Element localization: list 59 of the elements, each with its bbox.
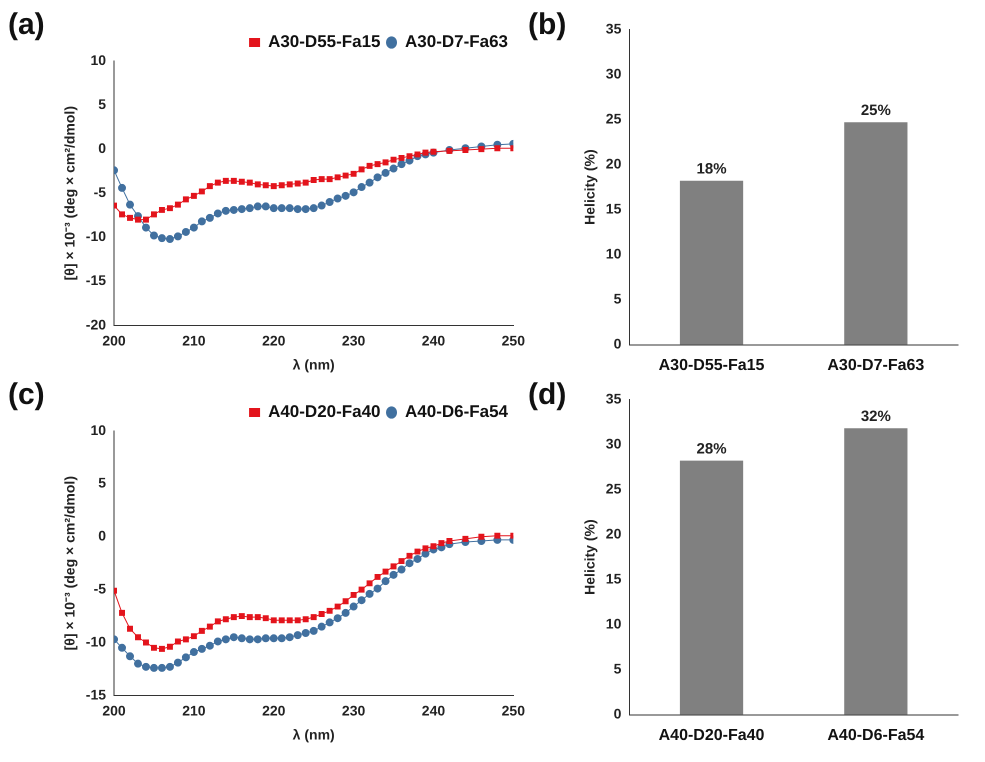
y-tick-label: 5 [98, 474, 106, 491]
chart-title: (a) [8, 8, 45, 42]
y-tick-label: 35 [606, 390, 622, 406]
data-label: 32% [860, 408, 891, 425]
y-tick-label: -15 [86, 686, 106, 702]
y-tick-label: -20 [86, 316, 106, 332]
x-tick-label: 200 [102, 332, 126, 349]
y-tick-label: 10 [90, 52, 106, 68]
data-label: 18% [696, 160, 727, 178]
x-tick-label: 240 [422, 702, 446, 719]
y-tick-label: 15 [606, 200, 622, 216]
y-tick-label: 5 [614, 660, 622, 677]
y-tick-label: 0 [614, 706, 622, 722]
legend-label: A40-D20-Fa40 [268, 402, 381, 422]
y-tick-label: 5 [98, 96, 106, 112]
legend-label: A30-D7-Fa63 [405, 32, 508, 52]
y-tick-label: 10 [606, 246, 622, 262]
data-label: 25% [860, 102, 891, 119]
chart-title: (d) [528, 378, 566, 412]
y-tick-label: -10 [86, 228, 106, 244]
y-tick-label: 30 [606, 435, 622, 452]
y-tick-label: -10 [86, 633, 106, 650]
y-axis-title: Helicity (%) [581, 519, 598, 595]
y-tick-label: 15 [606, 570, 622, 586]
y-axis-title: [θ] × 10⁻³ (deg × cm²/dmol) [61, 476, 78, 650]
legend-label: A40-D6-Fa54 [405, 402, 509, 422]
y-tick-label: 10 [606, 616, 622, 632]
y-tick-label: -5 [94, 580, 106, 596]
y-tick-label: 10 [90, 422, 106, 438]
x-tick-label: 250 [502, 702, 526, 719]
y-tick-label: 0 [614, 336, 622, 352]
y-tick-label: 35 [606, 20, 622, 36]
y-tick-label: 0 [98, 140, 106, 156]
x-tick-label: 210 [182, 702, 206, 719]
y-tick-label: 5 [614, 290, 622, 307]
y-tick-label: 0 [98, 528, 106, 544]
x-tick-label: 240 [422, 332, 446, 349]
y-tick-label: 25 [606, 110, 622, 126]
chart-title: (c) [8, 378, 45, 412]
x-tick-label: 250 [502, 332, 526, 349]
y-tick-label: 25 [606, 480, 622, 496]
x-axis-title: λ (nm) [292, 726, 335, 742]
x-tick-label: 220 [262, 702, 286, 719]
y-tick-label: 20 [606, 155, 622, 172]
x-tick-label: 230 [342, 332, 366, 349]
y-tick-label: -5 [94, 184, 106, 200]
data-label: 28% [696, 440, 727, 458]
y-axis-title: Helicity (%) [581, 149, 598, 225]
x-axis-title: λ (nm) [292, 356, 335, 372]
y-tick-label: 30 [606, 65, 622, 82]
x-tick-label: 220 [262, 332, 286, 349]
chart-title: (b) [528, 8, 566, 42]
x-tick-label: 210 [182, 332, 206, 349]
y-axis-title: [θ] × 10⁻³ (deg × cm²/dmol) [61, 106, 78, 280]
y-tick-label: -15 [86, 272, 106, 288]
legend-label: A30-D55-Fa15 [268, 32, 381, 52]
x-tick-label: 200 [102, 702, 126, 719]
y-tick-label: 20 [606, 525, 622, 542]
x-tick-label: 230 [342, 702, 366, 719]
